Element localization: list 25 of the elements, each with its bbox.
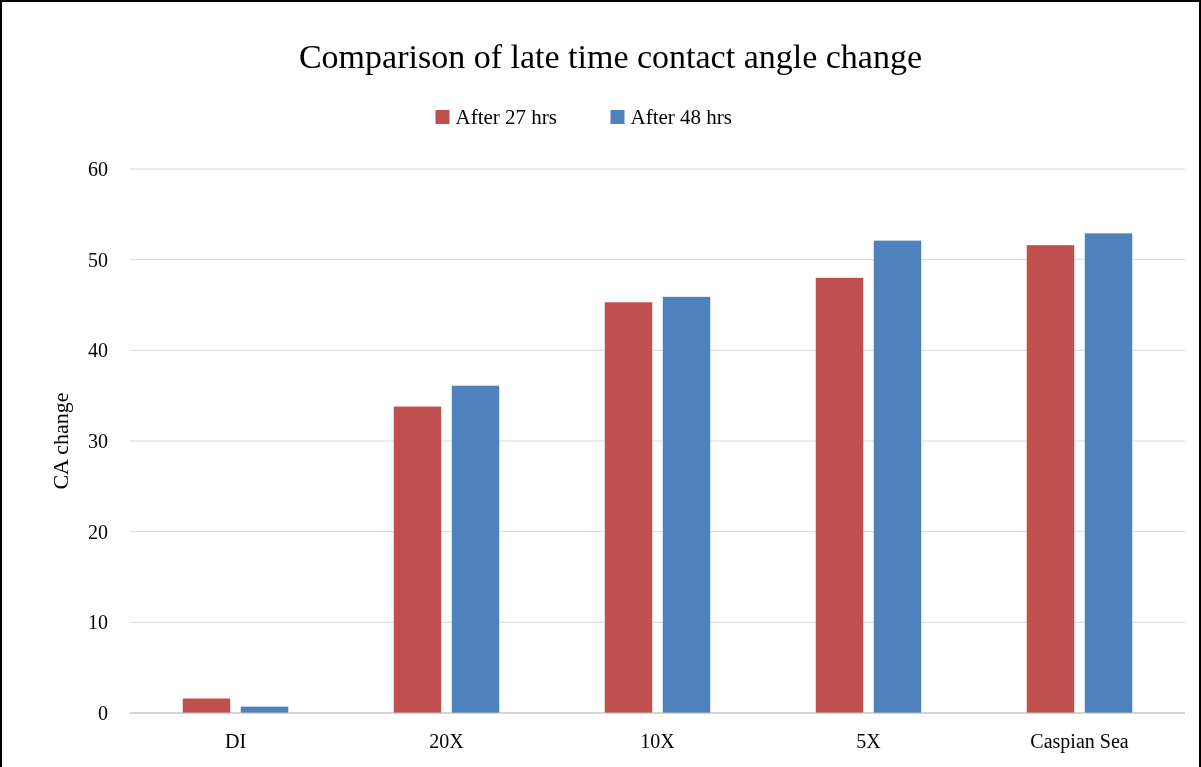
y-tick-label: 30 bbox=[88, 430, 108, 452]
y-tick-label: 10 bbox=[88, 611, 108, 634]
x-tick-label: 20X bbox=[429, 730, 465, 752]
x-tick-label: 10X bbox=[640, 730, 676, 752]
x-tick-label: Caspian Sea bbox=[1030, 730, 1129, 753]
y-tick-label: 50 bbox=[88, 248, 108, 271]
bar bbox=[182, 698, 231, 713]
chart-title: Comparison of late time contact angle change bbox=[298, 38, 923, 75]
y-tick-label: 0 bbox=[98, 702, 108, 724]
legend-label: After 27 hrs bbox=[455, 105, 557, 130]
bar bbox=[393, 406, 442, 713]
y-axis-title: CA change bbox=[48, 392, 73, 490]
x-tick-label: 5X bbox=[856, 730, 882, 752]
y-tick-label: 20 bbox=[88, 520, 108, 543]
bar bbox=[1026, 245, 1075, 713]
bar bbox=[873, 240, 922, 713]
y-tick-label: 40 bbox=[88, 339, 108, 362]
y-tick-label: 60 bbox=[88, 158, 108, 180]
bar bbox=[662, 296, 711, 713]
bar bbox=[451, 385, 500, 713]
legend-label: After 48 hrs bbox=[630, 105, 732, 130]
bar bbox=[815, 277, 864, 713]
bar bbox=[1084, 233, 1133, 713]
bar bbox=[604, 302, 653, 713]
x-tick-label: DI bbox=[224, 730, 247, 752]
